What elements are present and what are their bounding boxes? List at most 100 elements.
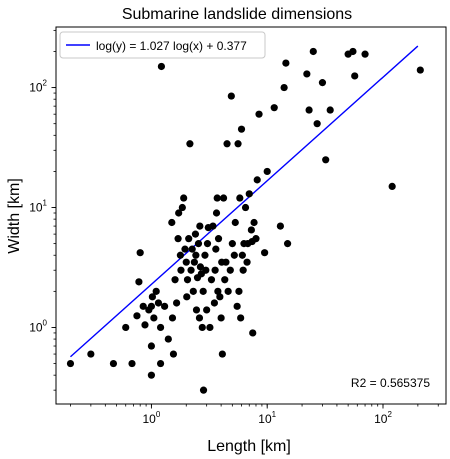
legend-label: log(y) = 1.027 log(x) + 0.377	[96, 39, 247, 53]
data-point	[239, 266, 247, 274]
data-point	[243, 258, 251, 266]
data-point	[182, 258, 190, 266]
data-point	[212, 209, 221, 217]
data-point	[187, 266, 195, 274]
data-point	[183, 293, 191, 301]
data-point	[231, 218, 239, 227]
y-tick-label: 102	[29, 79, 47, 95]
data-points	[66, 47, 424, 394]
data-point	[87, 350, 95, 358]
data-point	[241, 203, 250, 212]
y-tick-label: 100	[29, 318, 47, 334]
data-point	[303, 70, 311, 78]
data-point	[164, 335, 172, 343]
data-point	[156, 323, 165, 332]
data-point	[109, 359, 118, 368]
data-point	[156, 359, 165, 368]
data-point	[147, 342, 156, 350]
data-point	[202, 266, 210, 274]
data-point	[222, 258, 230, 266]
legend: log(y) = 1.027 log(x) + 0.377	[59, 31, 266, 59]
data-point	[190, 258, 198, 266]
data-point	[152, 287, 160, 295]
data-point	[351, 72, 359, 80]
data-point	[135, 278, 143, 286]
data-point	[207, 276, 216, 284]
data-point	[186, 140, 194, 148]
data-point	[169, 350, 178, 358]
data-point	[416, 66, 424, 74]
data-point	[201, 251, 209, 259]
data-point	[192, 251, 200, 259]
data-point	[178, 203, 186, 212]
data-point	[188, 245, 196, 253]
legend-box	[59, 31, 266, 59]
data-point	[196, 263, 205, 271]
data-point	[313, 120, 321, 128]
data-point	[192, 306, 201, 314]
data-point	[185, 235, 193, 243]
data-point	[224, 287, 232, 295]
data-point	[180, 194, 188, 202]
data-point	[147, 302, 156, 310]
data-point	[216, 293, 224, 301]
data-point	[326, 106, 334, 114]
chart-title: Submarine landslide dimensions	[122, 6, 352, 23]
data-point	[128, 359, 136, 368]
data-point	[147, 371, 156, 379]
data-point	[157, 62, 166, 71]
data-point	[245, 190, 253, 198]
data-point	[349, 47, 357, 56]
axis-ticks: 100 101 102 100 101 102	[29, 29, 439, 426]
data-point	[263, 167, 271, 176]
data-point	[172, 299, 181, 307]
data-point	[217, 314, 225, 322]
data-point	[168, 314, 177, 322]
data-point	[247, 226, 255, 234]
data-point	[139, 302, 147, 310]
data-point	[209, 222, 217, 230]
data-point	[194, 240, 203, 248]
data-point	[322, 156, 330, 164]
data-point	[181, 245, 189, 253]
data-point	[177, 266, 185, 274]
data-point	[226, 266, 234, 274]
data-point	[183, 276, 192, 284]
data-point	[235, 287, 243, 295]
data-point	[136, 249, 144, 257]
data-point	[154, 299, 163, 307]
data-point	[221, 276, 229, 284]
data-point	[237, 314, 245, 322]
r2-annotation: R2 = 0.565375	[351, 376, 430, 390]
data-point	[141, 321, 149, 329]
data-point	[309, 47, 317, 56]
data-point	[150, 314, 158, 322]
data-point	[250, 218, 258, 227]
data-point	[195, 314, 204, 322]
data-point	[161, 302, 169, 310]
data-point	[252, 235, 260, 243]
data-point	[255, 110, 263, 118]
x-tick-label: 102	[374, 410, 392, 426]
data-point	[214, 287, 222, 295]
data-point	[199, 287, 207, 295]
y-tick-label: 101	[29, 199, 47, 215]
data-point	[305, 106, 313, 114]
data-point	[168, 218, 176, 227]
data-point	[270, 104, 278, 112]
data-point	[198, 323, 206, 332]
data-point	[236, 194, 244, 202]
data-point	[282, 59, 290, 67]
data-point	[191, 230, 200, 238]
data-point	[212, 245, 220, 253]
data-point	[280, 83, 288, 92]
data-point	[237, 125, 246, 133]
data-point	[318, 79, 327, 87]
data-point	[210, 299, 219, 307]
fit-line	[70, 45, 419, 358]
fit-line-layer	[70, 45, 419, 358]
data-point	[227, 92, 235, 100]
data-point	[233, 302, 241, 310]
data-point	[174, 235, 182, 243]
